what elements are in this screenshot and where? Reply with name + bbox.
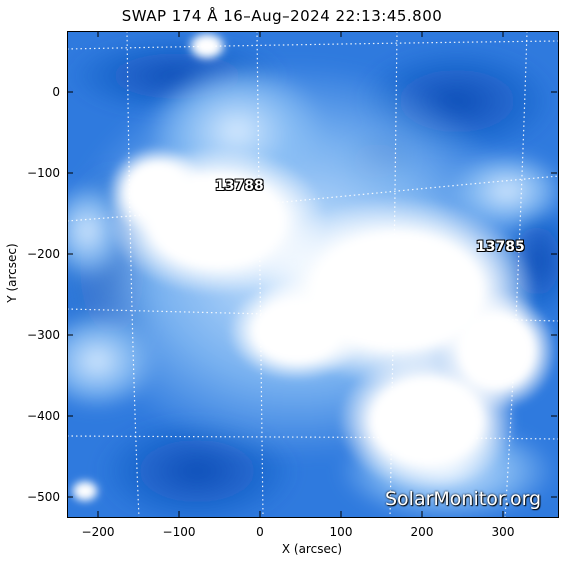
image-title: SWAP 174 Å 16–Aug–2024 22:13:45.800 [121, 7, 443, 25]
y-tick-label: −100 [27, 166, 60, 180]
y-tick-label: 0 [52, 85, 60, 99]
x-tick-label: 0 [256, 525, 264, 539]
active-region-label: 13785 [476, 239, 525, 255]
x-axis-label: X (arcsec) [281, 542, 343, 556]
x-tick-label: 200 [410, 525, 434, 539]
swap-euv-image [67, 31, 559, 518]
x-tick-label: −200 [81, 525, 115, 539]
x-tick-label: 300 [491, 525, 515, 539]
y-tick-label: −200 [27, 247, 60, 261]
watermark: SolarMonitor.org [385, 488, 542, 510]
y-tick-label: −300 [27, 328, 60, 342]
x-tick-label: −100 [162, 525, 196, 539]
solar-image [67, 31, 559, 518]
x-tick-label: 100 [329, 525, 353, 539]
y-tick-label: −500 [27, 490, 60, 504]
active-region-label: 13788 [215, 178, 264, 194]
y-tick-label: −400 [27, 409, 60, 423]
